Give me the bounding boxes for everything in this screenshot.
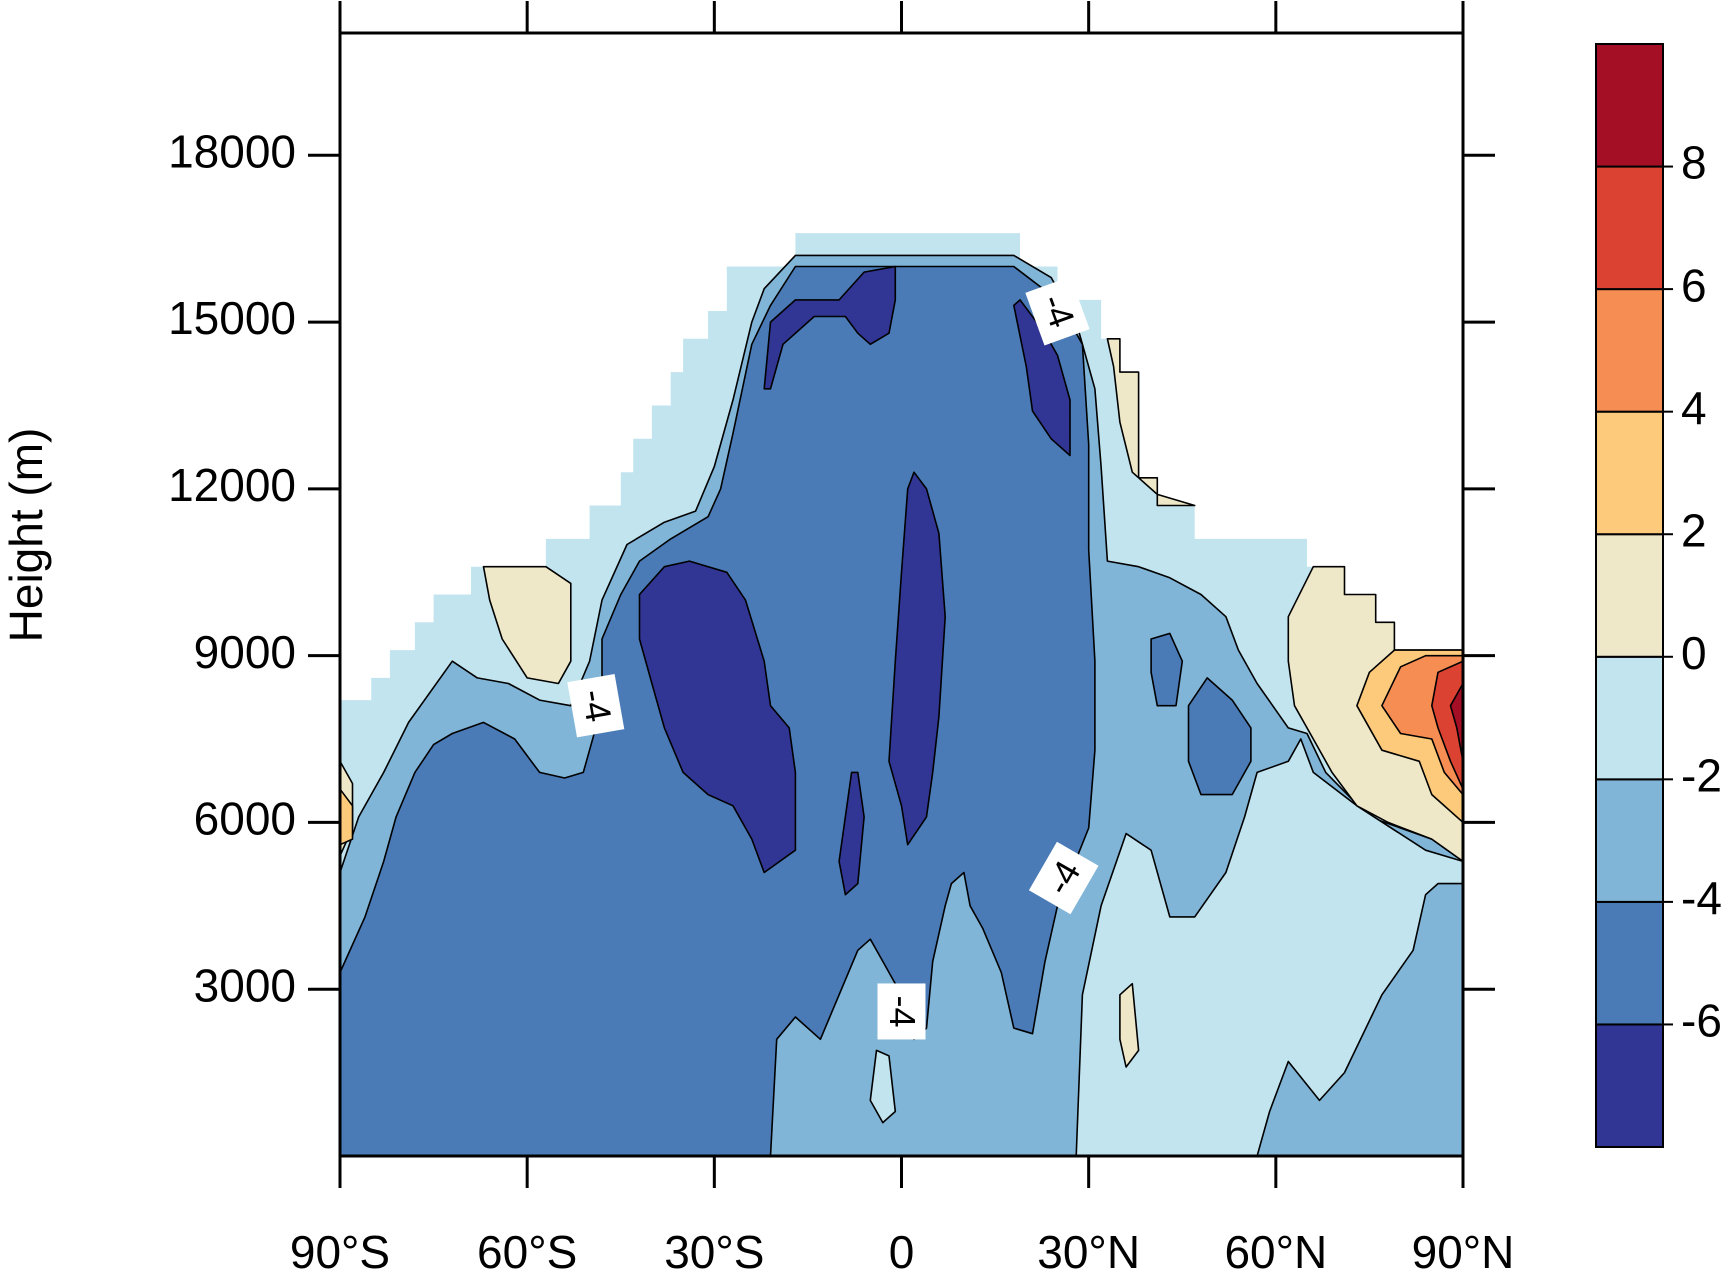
y-tick-label: 12000	[168, 459, 296, 511]
colorbar-tick-label: 0	[1681, 627, 1707, 679]
x-tick-label: 60°S	[477, 1226, 577, 1278]
contour-region	[1119, 982, 1140, 1068]
contour-label-box	[567, 673, 625, 738]
x-tick-label: 30°S	[664, 1226, 764, 1278]
contour-region	[638, 560, 797, 874]
contour-label-box	[1028, 841, 1099, 915]
contour-region	[888, 471, 946, 846]
contour-region	[482, 565, 572, 685]
colorbar-box	[1595, 288, 1664, 413]
contour-label: -4	[877, 983, 926, 1040]
x-tick-label: 0	[889, 1226, 915, 1278]
colorbar-tick-label: 4	[1681, 382, 1707, 434]
colorbar-box	[1595, 43, 1664, 168]
x-tick-label: 90°S	[290, 1226, 390, 1278]
contour-label: -4	[1025, 276, 1090, 346]
colorbar-box	[1595, 900, 1664, 1026]
colorbar-box	[1595, 165, 1664, 291]
contour-region	[1431, 660, 1463, 790]
contour-fill	[340, 233, 1463, 1156]
x-tick-label: 60°N	[1224, 1226, 1327, 1278]
colorbar-box	[1595, 778, 1664, 903]
colorbar-tick-label: 8	[1681, 137, 1707, 189]
x-tick-label: 30°N	[1037, 1226, 1140, 1278]
contour-region	[838, 771, 865, 896]
colorbar-tick-label: -4	[1681, 872, 1722, 924]
y-tick-label: 6000	[194, 793, 296, 845]
y-tick-label: 9000	[194, 626, 296, 678]
contour-region	[1187, 677, 1252, 796]
colorbar-box	[1595, 533, 1664, 658]
y-tick-label: 18000	[168, 125, 296, 177]
y-tick-label: 3000	[194, 959, 296, 1011]
y-tick-label: 15000	[168, 292, 296, 344]
contour-label-text: -4	[882, 995, 923, 1027]
colorbar-box	[1595, 1023, 1664, 1149]
contour-region	[1449, 682, 1463, 763]
colorbar-tick-label: -2	[1681, 749, 1722, 801]
contour-label: -4	[1028, 841, 1099, 915]
contour-region	[1106, 338, 1196, 507]
contour-region	[1150, 632, 1184, 707]
colorbar-frame	[1595, 43, 1664, 1148]
contour-labels: -4 -4 -4 -4	[567, 276, 1099, 1040]
colorbar-box	[1595, 655, 1664, 781]
contour-label: -4	[567, 673, 625, 738]
colorbar-tick-label: -6	[1681, 995, 1722, 1047]
colorbar-tick-label: 6	[1681, 259, 1707, 311]
colorbar-tick-label: 2	[1681, 504, 1707, 556]
contour-label-text: -4	[574, 686, 620, 725]
x-tick-label: 90°N	[1412, 1226, 1515, 1278]
contour-label-box	[1025, 276, 1090, 346]
contour-region	[869, 1049, 897, 1124]
y-axis-title: Height (m)	[0, 428, 52, 643]
contour-region	[1013, 299, 1071, 457]
colorbar-box	[1595, 410, 1664, 536]
contour-region	[340, 788, 354, 846]
contour-label-box	[877, 983, 926, 1040]
contour-region	[763, 265, 897, 390]
